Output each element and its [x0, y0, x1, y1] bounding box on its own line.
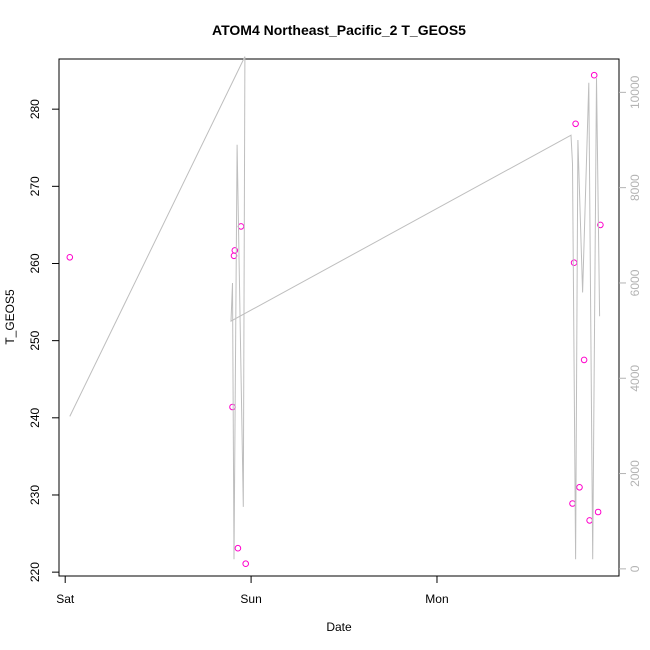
data-point — [580, 356, 588, 364]
x-tick-label: Sat — [56, 592, 75, 606]
y-left-tick-label: 240 — [28, 407, 42, 427]
series-line — [69, 56, 601, 560]
x-tick-label: Sun — [240, 592, 261, 606]
y-axis-label: T_GEOS5 — [3, 289, 17, 345]
data-point — [242, 560, 249, 568]
data-point — [237, 223, 245, 230]
y-left-tick-label: 220 — [28, 562, 42, 582]
series-layer — [66, 56, 604, 568]
y-left-tick-label: 230 — [28, 485, 42, 505]
plot-frame — [58, 58, 620, 577]
x-axis-label: Date — [326, 620, 352, 634]
y-right-tick-label: 0 — [628, 565, 642, 572]
y-left-tick-label: 250 — [28, 330, 42, 350]
y-right-tick-label: 8000 — [628, 174, 642, 201]
data-point — [569, 500, 576, 507]
data-point — [586, 517, 593, 524]
y-right-tick-label: 10000 — [628, 75, 642, 109]
y-left-tick-label: 270 — [28, 176, 42, 196]
data-point — [231, 247, 239, 254]
y-right-tick-label: 2000 — [628, 460, 642, 487]
y-axis-right: 0 2000 4000 6000 8000 10000 — [619, 75, 642, 572]
data-point — [597, 221, 604, 229]
y-left-tick-label: 260 — [28, 253, 42, 273]
y-right-tick-label: 4000 — [628, 365, 642, 392]
chart-title: ATOM4 Northeast_Pacific_2 T_GEOS5 — [212, 22, 466, 38]
data-point — [572, 120, 579, 128]
data-point — [590, 71, 598, 79]
data-point — [570, 259, 578, 267]
data-point — [576, 484, 583, 491]
x-tick-label: Mon — [425, 592, 448, 606]
data-point — [234, 544, 242, 552]
y-right-tick-label: 6000 — [628, 269, 642, 296]
data-point — [594, 508, 602, 516]
y-left-tick-label: 280 — [28, 99, 42, 119]
x-axis: Sat Sun Mon — [56, 576, 449, 606]
data-point — [66, 253, 74, 261]
y-axis-left: 220 230 240 250 260 270 280 — [28, 99, 59, 582]
data-point — [229, 403, 236, 411]
